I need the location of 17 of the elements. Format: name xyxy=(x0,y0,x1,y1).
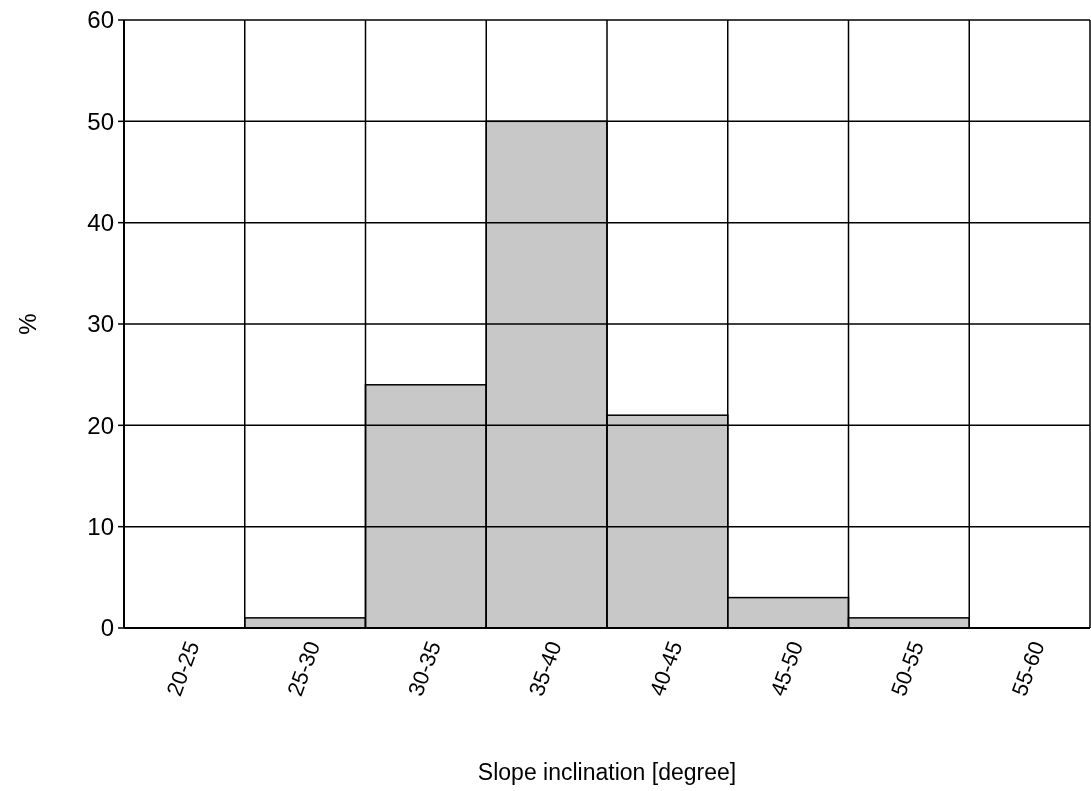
x-tick-label: 35-40 xyxy=(523,637,567,700)
x-tick-label: 40-45 xyxy=(644,637,688,700)
x-tick-label: 50-55 xyxy=(886,637,929,700)
x-tick-label: 25-30 xyxy=(282,637,326,700)
x-tick-label: 55-60 xyxy=(1006,637,1050,700)
y-tick-label: 10 xyxy=(87,513,114,541)
y-axis-title: % xyxy=(14,313,41,335)
x-tick-label: 45-50 xyxy=(765,637,809,700)
x-axis-title: Slope inclination [degree] xyxy=(477,759,737,785)
x-tick-label: 30-35 xyxy=(403,637,446,700)
x-tick-label: 20-25 xyxy=(161,637,205,700)
y-tick-label: 50 xyxy=(87,107,114,135)
y-tick-label: 0 xyxy=(100,614,114,642)
y-tick-label: 20 xyxy=(87,411,114,439)
y-tick-label: 40 xyxy=(87,209,114,237)
y-tick-label: 60 xyxy=(87,6,114,34)
y-tick-label: 30 xyxy=(87,310,114,338)
